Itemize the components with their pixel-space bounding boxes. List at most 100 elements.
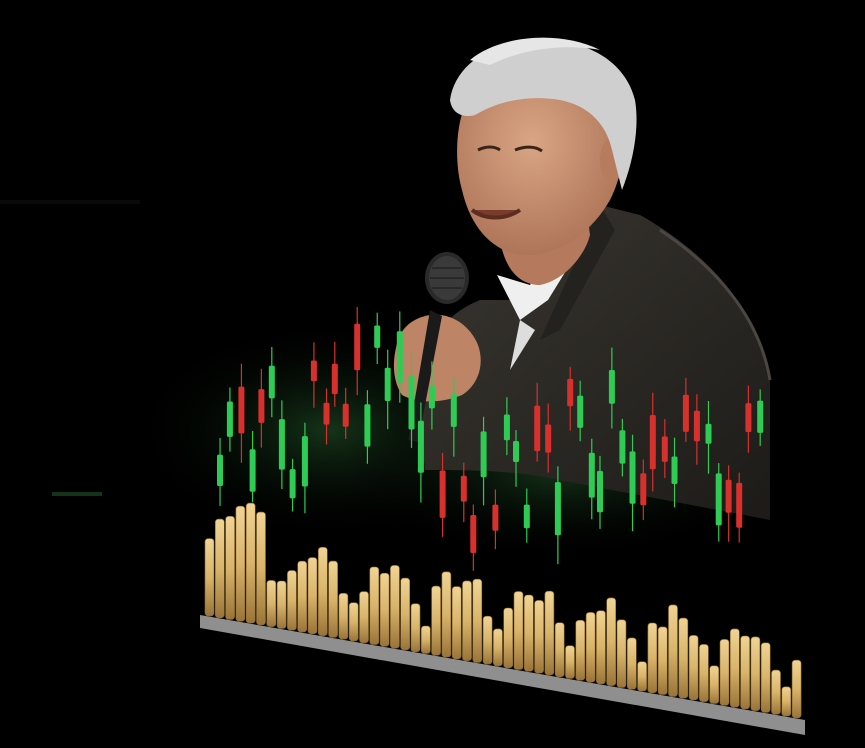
- gold-bar: [328, 560, 338, 638]
- gold-bar: [678, 617, 689, 699]
- bearish-candle: [323, 402, 330, 425]
- bearish-candle: [460, 475, 467, 502]
- gold-bar: [348, 602, 359, 642]
- bearish-candle: [725, 479, 732, 513]
- gold-bar: [657, 626, 668, 695]
- bearish-candle: [342, 403, 349, 427]
- gold-bar: [245, 502, 256, 624]
- gold-bar: [760, 642, 771, 713]
- bullish-candle: [705, 423, 712, 444]
- bullish-candle: [503, 414, 510, 441]
- platform-base: [200, 615, 805, 735]
- candlestick-overlay: [217, 307, 764, 571]
- gold-bar: [688, 635, 699, 701]
- bearish-candle: [736, 482, 743, 528]
- gold-bar: [781, 686, 792, 717]
- bearish-candle: [693, 410, 700, 442]
- gold-bar: [287, 570, 297, 631]
- bearish-candle: [331, 363, 338, 395]
- bearish-candle: [492, 504, 499, 531]
- bullish-candle: [384, 367, 391, 401]
- bearish-candle: [470, 515, 477, 553]
- gold-bar: [699, 644, 709, 702]
- bullish-candle: [757, 400, 764, 433]
- bullish-candle: [268, 365, 275, 399]
- stray-mark: [52, 492, 102, 496]
- gold-bar: [441, 571, 452, 658]
- bearish-candle: [682, 394, 689, 432]
- hair: [450, 39, 637, 191]
- bullish-candle: [226, 401, 233, 437]
- gold-bar: [791, 659, 802, 719]
- gold-bar: [369, 566, 380, 645]
- gold-bar: [523, 594, 534, 672]
- bullish-candle: [715, 473, 722, 526]
- gold-bar: [740, 635, 750, 710]
- bearish-candle: [258, 389, 265, 423]
- bullish-candle: [364, 404, 371, 447]
- bullish-candle: [523, 504, 530, 529]
- bearish-candle: [745, 403, 752, 433]
- bullish-candle: [671, 456, 678, 484]
- bullish-candle: [577, 395, 584, 428]
- bearish-candle: [640, 473, 647, 506]
- gold-bar: [647, 622, 658, 693]
- bullish-candle: [450, 394, 457, 427]
- gold-bar: [215, 518, 225, 618]
- gold-bar: [297, 560, 308, 633]
- bearish-candle: [439, 470, 446, 518]
- gold-bar: [410, 603, 421, 653]
- gold-bar: [256, 511, 266, 626]
- bullish-candle: [396, 331, 403, 383]
- bullish-candle: [374, 325, 381, 348]
- gold-bar: [266, 580, 277, 627]
- bullish-candle: [249, 449, 256, 492]
- bearish-candle: [310, 360, 317, 382]
- gold-bar: [482, 615, 493, 665]
- gold-bar: [575, 619, 586, 681]
- bullish-candle: [428, 385, 435, 409]
- gold-bar: [565, 645, 575, 679]
- bearish-candle: [567, 378, 574, 407]
- bearish-candle: [354, 323, 361, 371]
- gold-bar: [668, 604, 678, 697]
- gold-bar: [359, 591, 369, 643]
- gold-bar: [554, 622, 565, 678]
- gold-bar: [235, 505, 246, 622]
- gold-bar: [307, 557, 318, 634]
- bearish-candle: [534, 405, 541, 452]
- gold-bar: [626, 637, 637, 690]
- stray-line: [0, 200, 140, 204]
- bullish-candle: [608, 370, 615, 404]
- face: [457, 66, 625, 256]
- gold-bar: [462, 580, 472, 661]
- gold-bar: [596, 610, 606, 685]
- bearish-candle: [238, 386, 245, 434]
- bullish-candle: [513, 441, 519, 462]
- gold-bar: [390, 565, 400, 649]
- bullish-candle: [619, 430, 626, 464]
- gold-bar: [585, 612, 596, 683]
- gold-bar: [472, 578, 483, 663]
- gold-bar: [606, 597, 617, 686]
- gold-bar: [493, 628, 503, 667]
- bullish-candle: [301, 436, 308, 487]
- gold-bar: [709, 665, 720, 704]
- gold-bar: [400, 577, 411, 651]
- gold-bar: [637, 661, 647, 692]
- gold-bar: [225, 515, 235, 620]
- gold-bar: [317, 546, 328, 636]
- gold-bar: [719, 639, 730, 706]
- gold-bar: [513, 591, 524, 670]
- bullish-candle: [629, 451, 636, 504]
- bullish-candle: [289, 469, 296, 499]
- gold-bar: [534, 600, 544, 674]
- gold-bar: [729, 628, 740, 708]
- bullish-candle: [408, 375, 415, 430]
- jacket: [417, 205, 770, 520]
- bullish-candle: [554, 482, 561, 536]
- hand: [393, 314, 481, 402]
- bearish-candle: [649, 415, 656, 470]
- gold-bar: [750, 636, 761, 711]
